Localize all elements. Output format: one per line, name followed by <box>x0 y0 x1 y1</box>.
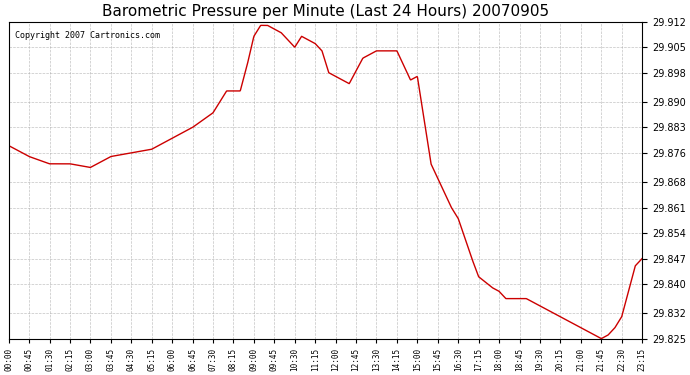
Title: Barometric Pressure per Minute (Last 24 Hours) 20070905: Barometric Pressure per Minute (Last 24 … <box>102 4 549 19</box>
Text: Copyright 2007 Cartronics.com: Copyright 2007 Cartronics.com <box>15 31 160 40</box>
